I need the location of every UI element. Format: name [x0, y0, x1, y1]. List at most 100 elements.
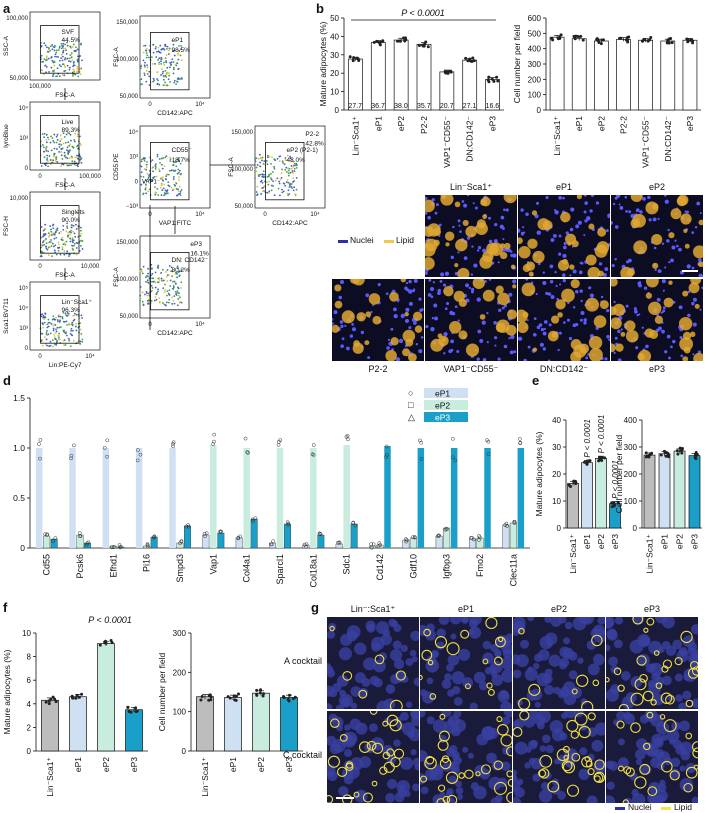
micrograph-image	[513, 617, 605, 709]
lipid-droplet	[485, 617, 498, 630]
y-tick-label: 300	[624, 443, 638, 452]
legend-label: Nuclei	[628, 802, 652, 812]
plot-frame	[29, 191, 101, 261]
nucleus	[535, 293, 538, 296]
data-point	[145, 542, 150, 547]
legend-label: Lipid	[674, 802, 692, 812]
nucleus	[538, 789, 553, 803]
event-dot	[61, 248, 64, 251]
nucleus	[432, 719, 447, 734]
nucleus	[606, 795, 616, 803]
gate2-percentage: 42.8%	[305, 141, 324, 148]
bar	[102, 448, 110, 548]
event-dot	[68, 68, 71, 71]
data-point	[487, 75, 491, 79]
event-dot	[287, 169, 290, 172]
y-tick-label: 200	[528, 75, 542, 84]
nucleus	[549, 280, 554, 284]
lipid-droplet	[663, 297, 674, 308]
event-dot	[45, 133, 48, 136]
lipid-droplet	[493, 760, 504, 770]
nucleus	[498, 308, 502, 312]
event-dot	[79, 244, 82, 247]
nucleus	[691, 301, 695, 306]
data-point	[619, 36, 623, 40]
nucleus	[522, 226, 525, 229]
x-tick-label: 100,000	[79, 174, 101, 180]
lipid-droplet	[599, 300, 609, 310]
data-point	[557, 37, 561, 41]
nucleus	[562, 279, 567, 283]
event-dot	[147, 275, 149, 278]
nucleus	[355, 722, 368, 735]
event-dot	[178, 44, 180, 47]
event-dot	[71, 156, 74, 159]
event-dot	[56, 139, 59, 141]
lipid-droplet	[379, 766, 388, 775]
nucleus	[606, 644, 611, 652]
event-dot	[162, 179, 164, 182]
event-dot	[81, 338, 84, 341]
event-dot	[62, 142, 65, 145]
event-dot	[162, 287, 165, 290]
event-dot	[157, 46, 160, 49]
event-dot	[158, 170, 161, 173]
event-dot	[65, 320, 68, 323]
nucleus	[415, 342, 419, 346]
lipid-droplet	[682, 290, 689, 297]
nucleus	[642, 197, 646, 201]
nucleus	[472, 202, 475, 205]
nucleus	[513, 350, 517, 354]
event-dot	[164, 283, 166, 286]
event-dot	[286, 178, 289, 181]
nucleus	[549, 720, 563, 734]
event-dot	[163, 64, 166, 66]
event-dot	[154, 186, 156, 188]
event-dot	[47, 232, 50, 235]
data-point	[145, 544, 150, 549]
plot-frame	[139, 125, 211, 209]
nucleus	[486, 752, 497, 764]
event-dot	[161, 268, 164, 271]
event-dot	[51, 137, 54, 139]
lipid-droplet	[627, 268, 635, 277]
lipid-droplet	[455, 238, 468, 252]
data-point	[233, 694, 237, 698]
event-dot	[151, 62, 154, 65]
y-tick-label: 30	[330, 51, 339, 60]
nucleus	[458, 224, 461, 227]
lipid-droplet	[475, 771, 481, 777]
lipid-droplet	[374, 654, 385, 665]
nucleus	[469, 702, 478, 709]
event-dot	[161, 68, 163, 70]
event-dot	[55, 316, 58, 319]
lipid-droplet	[505, 324, 517, 336]
nucleus	[635, 208, 640, 213]
nucleus	[617, 738, 625, 746]
y-axis-label: FSC-A	[113, 47, 120, 67]
event-dot	[255, 166, 258, 169]
data-point	[171, 440, 176, 445]
lipid-droplet	[513, 726, 523, 737]
event-dot	[40, 244, 43, 247]
nucleus	[553, 208, 556, 211]
bar	[549, 36, 565, 111]
nucleus	[462, 746, 469, 753]
data-point	[251, 519, 255, 523]
event-dot	[63, 321, 66, 323]
nucleus	[386, 346, 390, 350]
event-dot	[284, 157, 287, 159]
event-dot	[66, 64, 69, 67]
data-point	[610, 501, 614, 505]
event-dot	[157, 281, 160, 284]
event-dot	[176, 80, 178, 83]
event-dot	[57, 49, 60, 51]
data-point	[417, 438, 422, 443]
x-tick-label: 10⁴	[85, 353, 95, 360]
nucleus	[583, 234, 586, 237]
data-point	[38, 438, 43, 442]
event-dot	[156, 82, 159, 85]
event-dot	[173, 176, 175, 178]
x-tick-label: eP2	[596, 534, 606, 549]
nucleus	[588, 286, 592, 290]
